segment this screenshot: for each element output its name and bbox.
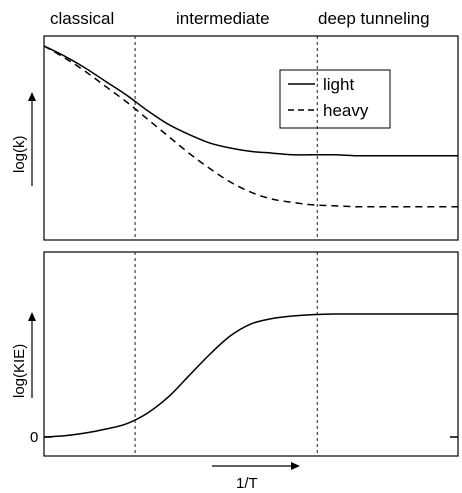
y-tick-label-zero: 0 <box>30 429 38 446</box>
xlabel-arrowhead <box>291 462 300 470</box>
series-line-heavy <box>43 45 458 208</box>
top-panel-lines <box>43 45 458 208</box>
top-panel: light heavy log(k) <box>11 35 459 241</box>
bottom-ylabel-group: log(KIE) <box>11 312 36 398</box>
legend-label-light: light <box>323 75 354 94</box>
top-panel-frame <box>43 35 459 241</box>
legend: light heavy <box>279 69 391 129</box>
bottom-ylabel-arrowhead <box>28 312 36 321</box>
bottom-panel-lines <box>43 313 458 438</box>
top-ylabel-arrowhead <box>28 92 36 101</box>
regime-label-deep-tunneling: deep tunneling <box>318 9 430 28</box>
regime-label-intermediate: intermediate <box>176 9 270 28</box>
x-axis-label: 1/T <box>236 475 258 492</box>
series-line-curve-0 <box>43 313 458 438</box>
legend-label-heavy: heavy <box>323 101 369 120</box>
top-ylabel-group: log(k) <box>11 92 36 186</box>
bottom-panel-frame <box>43 251 459 457</box>
legend-box <box>279 69 391 129</box>
xlabel-group: 1/T <box>212 462 300 492</box>
regime-boundaries <box>134 36 318 456</box>
bottom-ylabel: log(KIE) <box>11 344 28 398</box>
bottom-panel: 0 log(KIE) <box>11 251 459 457</box>
top-ylabel: log(k) <box>11 135 28 173</box>
series-line-light <box>43 45 458 157</box>
regime-label-classical: classical <box>50 9 114 28</box>
